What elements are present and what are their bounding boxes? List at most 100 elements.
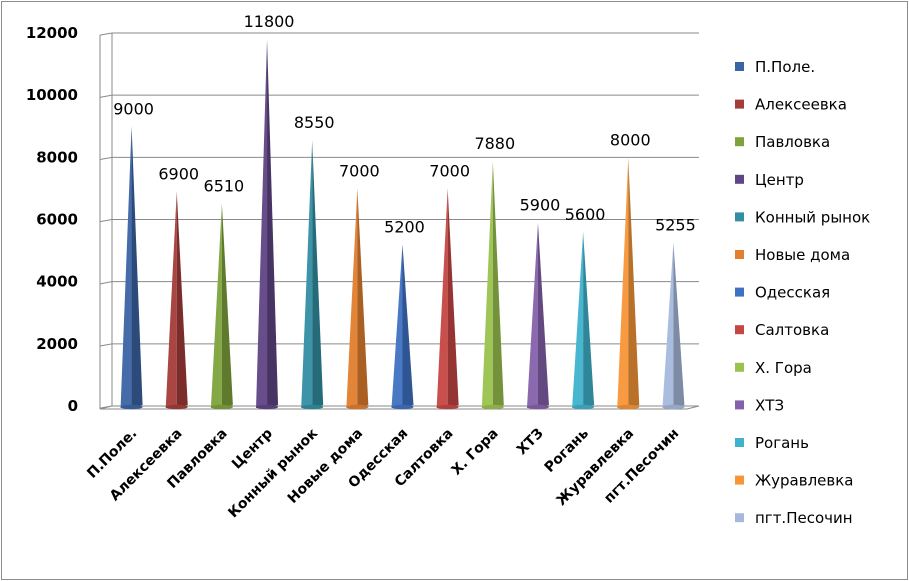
- y-tick-label: 6000: [36, 211, 78, 229]
- data-label: 6510: [204, 177, 245, 196]
- y-tick-label: 12000: [26, 24, 78, 42]
- cone-face-left: [346, 188, 358, 408]
- cone-face-right: [221, 203, 233, 408]
- legend-label: Х. Гора: [755, 359, 812, 377]
- legend-swatch: [735, 250, 744, 259]
- legend-label: Рогань: [755, 434, 809, 452]
- legend-item: Алексеевка: [735, 96, 847, 114]
- cone-face-left: [391, 244, 403, 408]
- cone: [346, 188, 369, 410]
- cone-face-left: [662, 242, 674, 408]
- legend-swatch: [735, 212, 744, 222]
- x-tick-label: ХТЗ: [514, 425, 547, 458]
- legend-label: Салтовка: [755, 321, 829, 339]
- cone-face-left: [526, 222, 538, 408]
- gridline-side: [99, 32, 113, 36]
- legend-swatch: [735, 400, 744, 410]
- legend-swatch: [735, 174, 744, 184]
- cone-base: [391, 404, 414, 410]
- legend-item: Павловка: [735, 133, 830, 151]
- cone-face-right: [673, 242, 685, 408]
- cone-base: [526, 404, 549, 410]
- cone-face-right: [312, 140, 324, 409]
- legend-swatch: [735, 62, 744, 71]
- gridline-side: [99, 281, 113, 285]
- legend-item: П.Поле.: [735, 58, 815, 76]
- y-tick-label: 0: [68, 397, 78, 415]
- legend-swatch: [735, 137, 744, 147]
- legend-item: Центр: [735, 171, 804, 189]
- cone-face-right: [267, 39, 279, 408]
- legend-label: Одесская: [755, 284, 830, 302]
- legend-swatch: [735, 475, 744, 485]
- legend-item: Конный рынок: [735, 208, 870, 226]
- legend-label: ХТЗ: [755, 396, 784, 414]
- cone: [165, 191, 188, 410]
- cone-base: [165, 404, 188, 410]
- legend-item: Журавлевка: [735, 472, 854, 490]
- legend-label: Новые дома: [755, 246, 850, 264]
- cone-face-right: [357, 188, 369, 408]
- legend-label: Конный рынок: [755, 208, 870, 226]
- y-tick-label: 10000: [26, 86, 78, 104]
- gridline-side: [99, 343, 113, 347]
- cone: [256, 39, 279, 410]
- cone-face-left: [210, 203, 222, 408]
- cone-base: [256, 404, 279, 410]
- data-label: 8550: [294, 113, 335, 132]
- legend-label: Центр: [755, 171, 804, 189]
- legend-label: Журавлевка: [755, 472, 854, 490]
- legend-label: пгт.Песочин: [755, 509, 853, 527]
- cone: [526, 222, 549, 410]
- legend-swatch: [735, 99, 744, 109]
- data-label: 7000: [339, 161, 380, 180]
- cone-face-right: [176, 191, 188, 408]
- cone-face-left: [572, 231, 584, 408]
- cone: [391, 244, 414, 410]
- cone-face-left: [120, 126, 132, 408]
- cone: [301, 140, 324, 410]
- cone-series: [120, 39, 685, 410]
- cone-face-left: [436, 188, 448, 408]
- y-tick-label: 8000: [36, 148, 78, 166]
- legend-label: П.Поле.: [755, 58, 815, 76]
- legend-item: Рогань: [735, 434, 809, 452]
- gridline-side: [99, 156, 113, 160]
- cone-base: [346, 404, 369, 410]
- legend-swatch: [735, 325, 744, 335]
- cone-base: [301, 404, 324, 410]
- cone-face-left: [617, 157, 629, 408]
- cone-base: [210, 404, 233, 410]
- cone-base: [662, 404, 685, 410]
- data-label: 11800: [244, 12, 295, 31]
- data-label: 5600: [565, 205, 606, 224]
- cone-base: [481, 404, 504, 410]
- y-tick-label: 4000: [36, 273, 78, 291]
- cone: [662, 242, 685, 410]
- cone-base: [436, 404, 459, 410]
- cone-face-right: [492, 161, 504, 408]
- data-label: 7880: [474, 134, 515, 153]
- cone-base: [617, 404, 640, 410]
- legend-swatch: [735, 438, 744, 447]
- cone-face-left: [301, 140, 313, 409]
- data-label: 7000: [429, 161, 470, 180]
- data-label: 9000: [113, 99, 154, 118]
- gridline-side: [99, 94, 113, 98]
- y-tick-label: 2000: [36, 335, 78, 353]
- cone-face-right: [131, 126, 143, 408]
- cone-face-right: [402, 244, 414, 408]
- x-tick-label: Х. Гора: [449, 426, 502, 479]
- data-label: 5900: [520, 196, 561, 215]
- cone-base: [572, 404, 595, 410]
- legend-label: Алексеевка: [755, 96, 847, 114]
- cone-face-left: [256, 39, 268, 408]
- gridlines: [99, 32, 699, 409]
- gridline-side: [99, 219, 113, 223]
- legend-swatch: [735, 362, 744, 372]
- legend-swatch: [735, 287, 744, 297]
- data-label: 5200: [384, 217, 425, 236]
- data-label: 6900: [158, 165, 199, 184]
- cone: [210, 203, 233, 410]
